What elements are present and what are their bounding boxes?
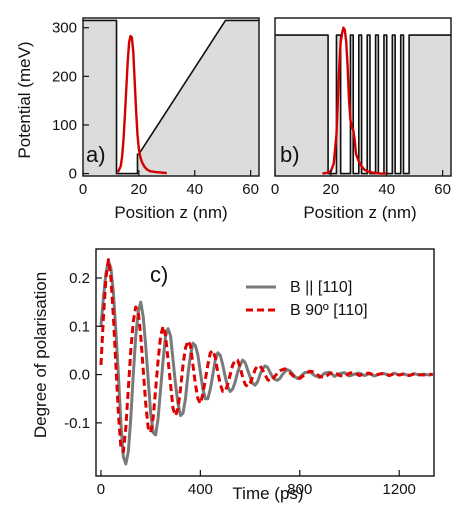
panel-b-xlabel: Position z (nm): [303, 203, 416, 222]
panel-b-xtick-label-0: 0: [271, 181, 279, 198]
panel-c-series-2-line: [99, 258, 433, 454]
panel-a-ytick-label-2: 200: [52, 68, 77, 85]
panel-c-ytick-label-0: -0.1: [64, 415, 90, 432]
panel-a: 0 20 40 60 0 100 200 300 Potential (meV) Positi…: [15, 17, 260, 222]
panel-c-letter: c): [150, 262, 168, 287]
panel-c-xtick-label-0: 0: [97, 481, 105, 498]
panel-a-xtick-label-2: 40: [186, 181, 203, 198]
panel-a-xtick-label-3: 60: [242, 181, 259, 198]
panel-c-ytick-label-2: 0.1: [69, 318, 90, 335]
panel-b-plot-area: 0 20 40 60: [271, 17, 452, 198]
panel-c: 0 400 800 1200 -0.1 0.0 0.1 0.2 Degree of polar…: [31, 248, 435, 503]
panel-b-frame: [274, 17, 452, 177]
panel-b-series-2-line: [322, 26, 387, 175]
panel-c-xlabel: Time (ps): [232, 484, 303, 503]
panel-c-xtick-label-1: 400: [188, 481, 213, 498]
panel-a-xtick-label-0: 0: [79, 181, 87, 198]
panel-b-xtick-label-2: 40: [378, 181, 395, 198]
panel-a-xtick-label-1: 20: [131, 181, 148, 198]
panel-a-xlabel: Position z (nm): [114, 203, 227, 222]
legend-label-series-2: B 90º [110]: [290, 302, 368, 319]
panel-a-plot-area: 0 20 40 60 0 100 200 300: [52, 17, 260, 198]
panel-c-xtick-label-3: 1200: [383, 481, 416, 498]
panel-a-ytick-label-3: 300: [52, 20, 77, 37]
panel-a-series-1-line: [83, 19, 259, 175]
panel-a-ylabel: Potential (meV): [15, 41, 34, 158]
panel-c-series-1-line: [99, 259, 433, 466]
legend: B || [110] B 90º [110]: [246, 279, 368, 319]
panel-a-letter: a): [86, 142, 106, 167]
panel-b: 0 20 40 60 Position z (nm) b): [271, 17, 452, 222]
panel-a-barrier-fill: [83, 20, 259, 176]
panel-b-letter: b): [280, 142, 300, 167]
panel-c-frame: [95, 248, 435, 477]
panel-c-plot-area: 0 400 800 1200 -0.1 0.0 0.1 0.2: [64, 248, 435, 498]
legend-label-series-1: B || [110]: [290, 279, 352, 296]
panel-b-xtick-label-3: 60: [434, 181, 451, 198]
panel-a-series-2-line: [116, 34, 167, 175]
panel-c-ytick-label-3: 0.2: [69, 270, 90, 287]
panel-c-xtick-label-2: 800: [287, 481, 312, 498]
panel-b-barrier-fill: [275, 35, 451, 176]
panel-a-frame: [82, 17, 260, 177]
panel-b-xtick-label-1: 20: [323, 181, 340, 198]
panel-c-ylabel: Degree of polarisation: [31, 272, 50, 438]
panel-c-ytick-label-1: 0.0: [69, 367, 90, 384]
panel-a-ytick-label-1: 100: [52, 117, 77, 134]
panel-a-ytick-label-0: 0: [69, 166, 77, 183]
